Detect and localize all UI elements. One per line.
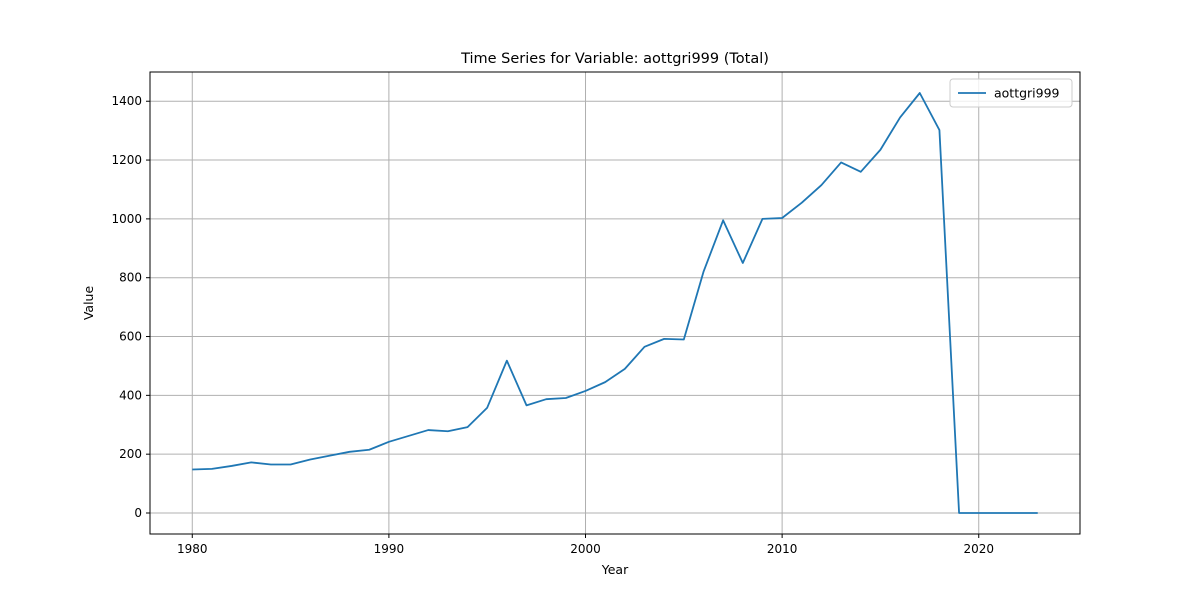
y-tick-label: 400 (119, 388, 142, 402)
legend: aottgri999 (949, 78, 1073, 108)
legend-box (949, 78, 1073, 108)
y-tick-label: 600 (119, 330, 142, 344)
x-tick-label: 2000 (570, 542, 601, 556)
series-line-aottgri999 (192, 92, 1038, 514)
x-tick-label: 2010 (767, 542, 798, 556)
y-tick-label: 0 (134, 506, 142, 520)
y-tick-label: 1200 (111, 153, 142, 167)
plot-frame (149, 71, 1081, 535)
chart-title: Time Series for Variable: aottgri999 (To… (460, 51, 769, 67)
x-tick-label: 2020 (963, 542, 994, 556)
x-tick-label: 1990 (374, 542, 405, 556)
legend-label: aottgri999 (994, 86, 1060, 101)
x-tick-label: 1980 (177, 542, 208, 556)
ticks: 1980 1990 2000 2010 2020 0 200 400 600 800 1000 120… (111, 94, 994, 556)
y-tick-label: 1000 (111, 212, 142, 226)
series-layer (192, 92, 1038, 514)
y-tick-label: 200 (119, 447, 142, 461)
y-tick-label: 800 (119, 271, 142, 285)
y-tick-label: 1400 (111, 94, 142, 108)
y-axis-label: Value (81, 286, 96, 321)
x-axis-label: Year (601, 562, 629, 577)
